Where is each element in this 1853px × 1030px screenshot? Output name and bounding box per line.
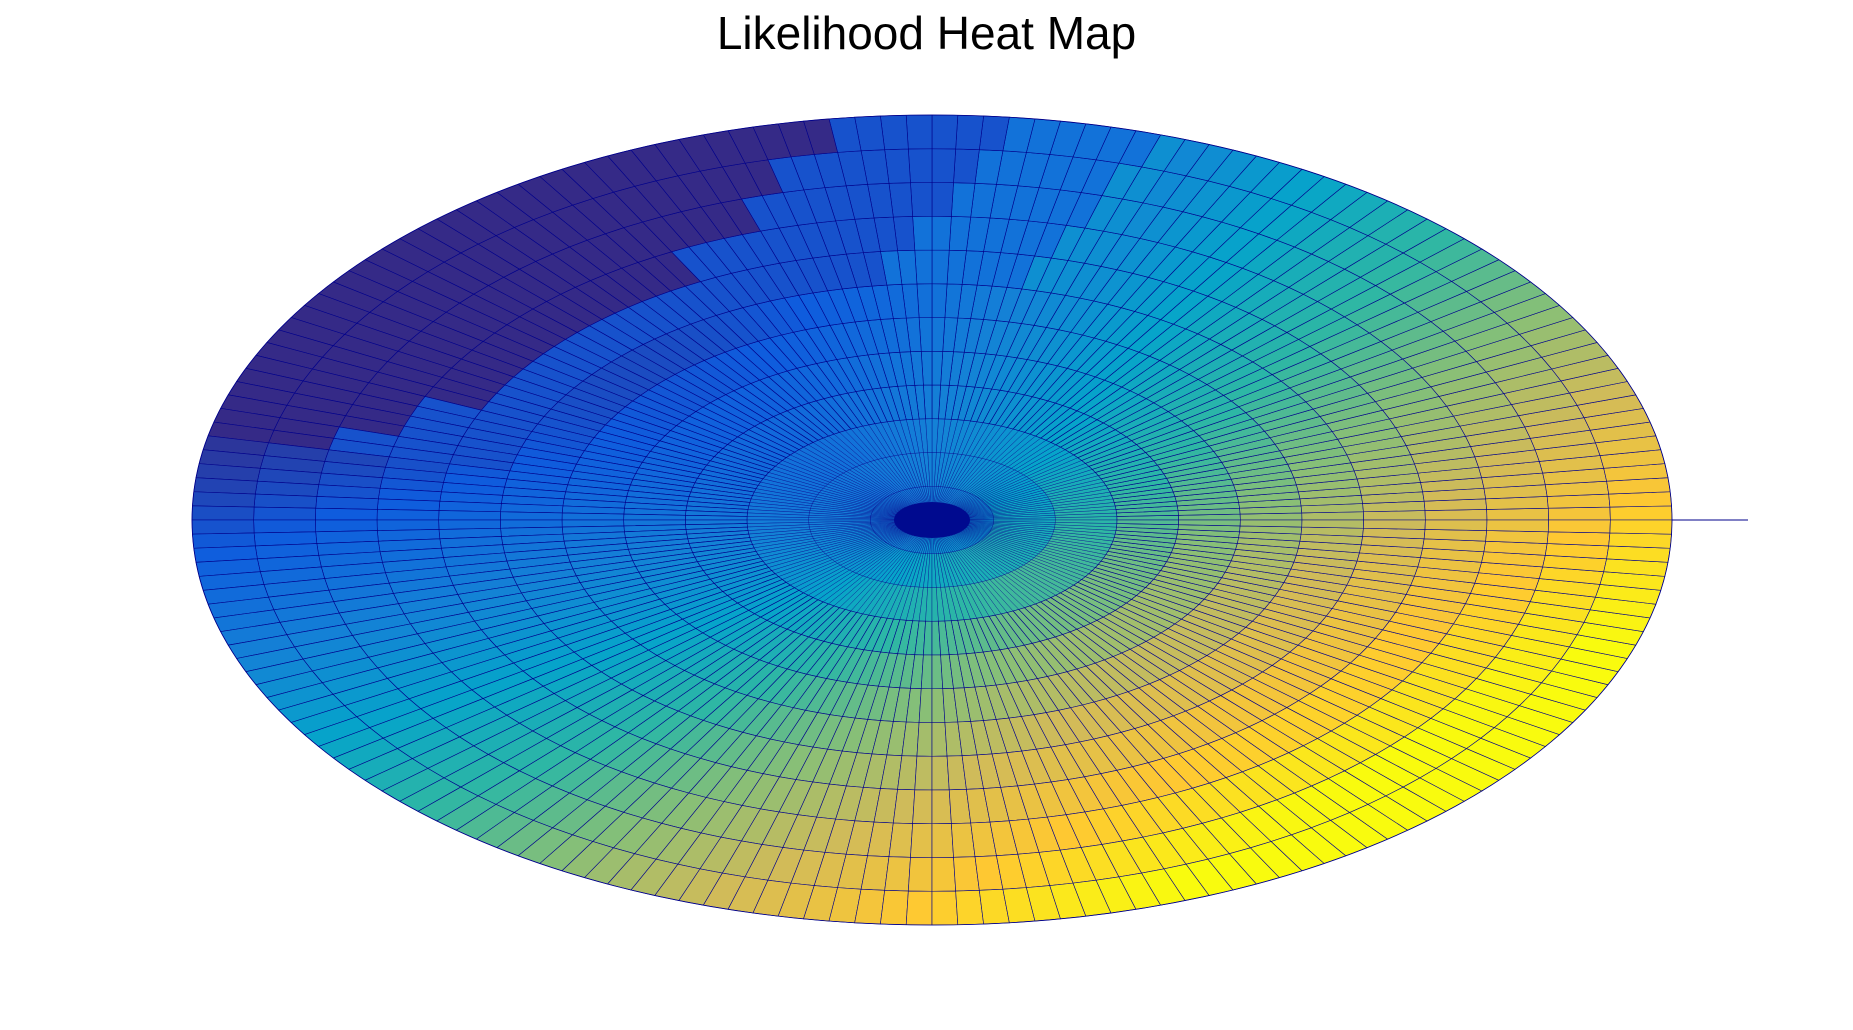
chart-title: Likelihood Heat Map	[716, 7, 1137, 59]
heatmap-cell	[910, 182, 933, 217]
heatmap-cell	[914, 249, 933, 285]
heatmap-cell	[1116, 519, 1179, 526]
heatmap-cell	[1608, 491, 1672, 508]
heatmap-cell	[561, 512, 625, 521]
heatmap-cell	[191, 505, 255, 521]
heatmap-cell	[884, 856, 911, 892]
heatmap-cell	[918, 688, 933, 723]
heatmap-cell	[880, 114, 909, 150]
heatmap-cell	[1239, 519, 1303, 528]
heatmap-cell	[377, 498, 441, 511]
heatmap-cell	[955, 890, 984, 926]
heatmap-cell	[438, 519, 501, 530]
heatmap-cell	[1547, 506, 1611, 521]
heatmap-cell	[931, 350, 944, 386]
heatmap-cell	[1363, 510, 1426, 521]
heatmap-cell	[315, 507, 378, 521]
heatmap-cell	[1178, 519, 1241, 527]
heatmap-cell	[1609, 519, 1673, 535]
heatmap-cell	[916, 722, 933, 757]
heatmap-cell	[1609, 505, 1673, 521]
heatmap-cell	[916, 283, 933, 318]
heatmap-cell	[908, 856, 933, 892]
heatmap-cell	[192, 491, 256, 508]
surface-center-hub	[894, 502, 970, 538]
heatmap-cell	[931, 283, 948, 318]
heatmap-cell	[931, 722, 948, 757]
heatmap-cell	[880, 890, 909, 926]
heatmap-cell	[931, 148, 956, 184]
heatmap-cell	[376, 509, 440, 521]
heatmap-cell	[1486, 519, 1549, 533]
heatmap-cell	[1546, 531, 1611, 547]
heatmap-cell	[931, 114, 959, 150]
heatmap-cell	[931, 890, 959, 926]
heatmap-cell	[914, 755, 933, 791]
heatmap-cell	[1485, 530, 1549, 544]
heatmap-cell	[192, 532, 256, 549]
heatmap-cell	[955, 114, 984, 150]
heatmap-cell	[253, 506, 317, 521]
heatmap-cell	[931, 215, 952, 251]
heatmap-cell	[931, 789, 952, 825]
heatmap-cell	[888, 822, 913, 858]
heatmap-cell	[931, 755, 950, 791]
surface-rim	[191, 114, 1748, 926]
heatmap-cell	[1423, 529, 1487, 542]
heatmap-cell	[931, 856, 956, 892]
heatmap-cell	[953, 148, 980, 184]
heatmap-cell	[315, 496, 379, 510]
heatmap-cell	[910, 823, 933, 858]
heatmap-cell	[623, 513, 686, 521]
heatmap-cell	[951, 182, 976, 218]
heatmap-cell	[685, 514, 748, 521]
heatmap-cell	[376, 519, 440, 531]
heatmap-cell	[912, 789, 933, 825]
heatmap-cell	[1424, 519, 1488, 531]
heatmap-cell	[500, 511, 563, 521]
heatmap-cell	[1486, 507, 1549, 521]
heatmap-cell	[1424, 509, 1488, 521]
heatmap-cell	[908, 148, 933, 184]
heatmap-cell	[1608, 532, 1672, 549]
heatmap-cell	[191, 519, 255, 535]
heatmap-cell	[315, 519, 378, 533]
heatmap-cell	[1547, 519, 1611, 534]
heatmap-cell	[931, 182, 954, 217]
heatmap-cell	[920, 654, 933, 690]
heatmap-cell	[253, 493, 318, 509]
heatmap-cells	[191, 114, 1673, 926]
heatmap-cell	[912, 215, 933, 251]
heatmap-cell	[905, 890, 933, 926]
heatmap-cell	[253, 519, 317, 534]
heatmap-cell	[905, 114, 933, 150]
heatmap-cell	[1301, 519, 1364, 529]
heatmap-cell	[931, 249, 950, 285]
heatmap-cell	[438, 510, 501, 521]
heatmap-cell	[1363, 519, 1426, 530]
heatmap-cell	[931, 823, 954, 858]
heatmap-cell	[931, 317, 946, 352]
